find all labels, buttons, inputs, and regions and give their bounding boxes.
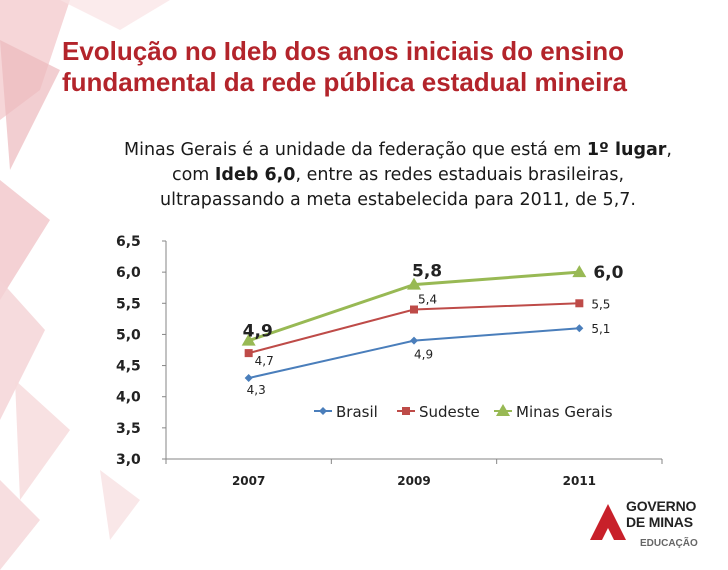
data-label: 4,9 [243,322,273,342]
subtitle-text: , entre as redes estaduais brasileiras, [295,165,625,185]
x-tick-label: 2011 [563,474,596,488]
data-point [244,349,253,358]
legend-label: Sudeste [419,403,480,421]
y-tick-label: 3,5 [116,421,141,437]
data-label: 5,8 [412,262,442,282]
title-line-2: fundamental da rede pública estadual min… [62,67,627,97]
legend-marker [496,404,510,416]
data-point [407,277,421,290]
subtitle-text: , [666,140,672,160]
subtitle-text: com [171,165,215,185]
subtitle-bold: 1º lugar [586,140,667,160]
subtitle-line-3: ultrapassando a meta estabelecida para 2… [160,190,636,210]
logo-text-line-2: DE MINAS [626,514,693,530]
governo-de-minas-logo: GOVERNO DE MINAS EDUCAÇÃO [588,492,708,558]
data-label: 6,0 [593,263,623,283]
data-point [575,324,584,333]
logo-department: EDUCAÇÃO [640,538,698,549]
data-label: 4,7 [255,354,274,368]
y-tick-label: 3,0 [116,452,141,468]
data-point [241,333,256,346]
legend-marker [402,407,410,415]
legend-label: Brasil [336,403,378,421]
data-label: 4,3 [247,383,266,397]
data-label: 5,1 [591,322,610,336]
subtitle-bold: Ideb 6,0 [214,165,296,185]
data-label: 5,4 [418,293,437,307]
y-tick-label: 6,5 [116,234,141,250]
data-point [410,336,418,345]
x-tick-label: 2007 [232,474,265,488]
governo-de-minas-triangle-icon [590,504,626,540]
data-label: 4,9 [414,348,433,362]
subtitle-text: Minas Gerais é a unidade da federação qu… [124,140,587,160]
subtitle-line-2: com Ideb 6,0, entre as redes estaduais b… [92,163,704,188]
subtitle-line-1: Minas Gerais é a unidade da federação qu… [92,138,704,163]
data-point [410,305,418,314]
data-point [572,265,587,278]
y-tick-label: 5,0 [116,327,141,343]
legend-marker [319,407,327,415]
legend-label: Minas Gerais [516,403,613,421]
data-point [244,374,253,383]
logo-text-line-1: GOVERNO [626,498,697,514]
y-tick-label: 4,0 [116,390,141,406]
y-tick-label: 6,0 [116,265,141,281]
data-point [575,299,584,308]
data-label: 5,5 [591,297,610,311]
y-tick-label: 4,5 [116,359,141,375]
title-line-1: Evolução no Ideb dos anos iniciais do en… [62,36,624,66]
x-tick-label: 2009 [397,474,430,488]
subtitle: Minas Gerais é a unidade da federação qu… [92,138,704,213]
page-title: Evolução no Ideb dos anos iniciais do en… [62,36,712,98]
y-tick-label: 5,5 [116,296,141,312]
